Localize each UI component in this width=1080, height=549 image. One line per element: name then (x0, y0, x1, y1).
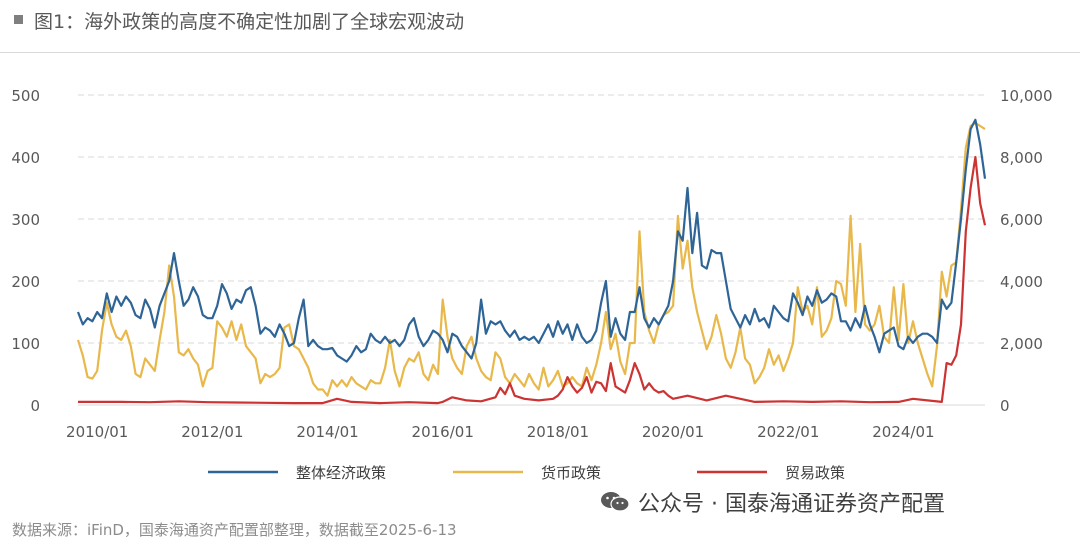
right-tick-label: 0 (1000, 397, 1010, 415)
series-lines (76, 118, 987, 405)
left-tick-label: 400 (11, 149, 40, 167)
right-tick-label: 8,000 (1000, 149, 1043, 167)
data-source-note: 数据来源：iFinD，国泰海通资产配置部整理，数据截至2025-6-13 (12, 521, 457, 539)
chart-title: 图1：海外政策的高度不确定性加剧了全球宏观波动 (34, 11, 465, 33)
series-line-trade (78, 155, 987, 405)
title-bar: 图1：海外政策的高度不确定性加剧了全球宏观波动 (0, 0, 1080, 53)
series-line-monetary (76, 121, 986, 397)
left-tick-label: 0 (30, 397, 40, 415)
x-tick-label: 2010/01 (66, 423, 128, 441)
policy-uncertainty-chart: 0 100 200 300 400 500 0 2,000 4,000 6,000 8,000 10… (11, 87, 1053, 482)
legend: 整体经济政策 货币政策 贸易政策 (208, 464, 845, 482)
left-tick-label: 300 (11, 211, 40, 229)
wechat-watermark: 公众号 · 国泰海通证券资产配置 (600, 484, 945, 520)
x-tick-label: 2014/01 (296, 423, 358, 441)
series-line-overall (76, 118, 987, 363)
left-tick-label: 100 (11, 335, 40, 353)
x-tick-label: 2020/01 (642, 423, 704, 441)
right-tick-label: 6,000 (1000, 211, 1043, 229)
right-tick-label: 2,000 (1000, 335, 1043, 353)
right-axis-ticks: 0 2,000 4,000 6,000 8,000 10,000 (1000, 87, 1053, 415)
watermark-text: 公众号 · 国泰海通证券资产配置 (638, 492, 945, 517)
legend-label: 贸易政策 (785, 464, 845, 482)
x-tick-label: 2022/01 (757, 423, 819, 441)
legend-label: 整体经济政策 (296, 464, 386, 482)
x-tick-label: 2012/01 (181, 423, 243, 441)
grid-lines (78, 94, 985, 406)
x-tick-label: 2018/01 (527, 423, 589, 441)
right-tick-label: 4,000 (1000, 273, 1043, 291)
left-tick-label: 200 (11, 273, 40, 291)
wechat-icon (601, 492, 630, 512)
x-tick-label: 2016/01 (412, 423, 474, 441)
left-tick-label: 500 (11, 87, 40, 105)
left-axis-ticks: 0 100 200 300 400 500 (11, 87, 40, 415)
legend-label: 货币政策 (541, 464, 601, 482)
x-tick-label: 2024/01 (872, 423, 934, 441)
right-tick-label: 10,000 (1000, 87, 1053, 105)
x-axis-ticks: 2010/01 2012/01 2014/01 2016/01 2018/01 2020/… (66, 423, 935, 441)
title-square-icon (14, 15, 23, 24)
